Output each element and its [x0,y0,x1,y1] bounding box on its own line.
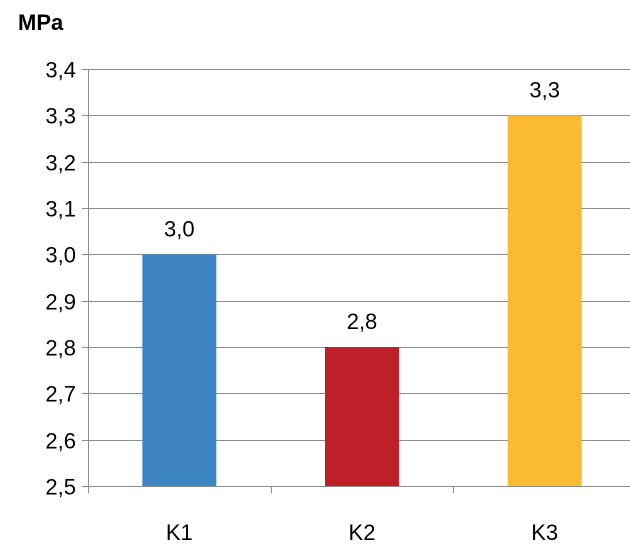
data-label: 2,8 [347,309,378,334]
y-tick-label: 2,7 [45,382,76,407]
bar-k1 [142,254,217,486]
x-category-label: K3 [531,520,558,544]
axes [82,69,630,493]
bars [142,115,582,486]
data-label: 3,3 [529,77,560,102]
y-tick-label: 2,6 [45,429,76,454]
data-label: 3,0 [164,216,195,241]
y-tick-label: 2,9 [45,290,76,315]
x-category-label: K2 [349,520,376,544]
bar-k2 [325,347,399,486]
y-tick-label: 3,4 [45,58,76,83]
y-tick-label: 3,3 [45,104,76,129]
x-category-label: K1 [166,520,193,544]
y-tick-label: 2,8 [45,336,76,361]
y-tick-label: 3,2 [45,151,76,176]
y-tick-label: 2,5 [45,475,76,500]
y-tick-label: 3,0 [45,243,76,268]
y-tick-label: 3,1 [45,197,76,222]
bar-k3 [507,115,582,486]
labels: 2,5 2,6 2,7 2,8 2,9 3,0 3,1 3,2 3,3 3,4 3,0 K1 2,8 K2… [45,58,560,544]
y-unit-label: MPa [18,10,64,35]
